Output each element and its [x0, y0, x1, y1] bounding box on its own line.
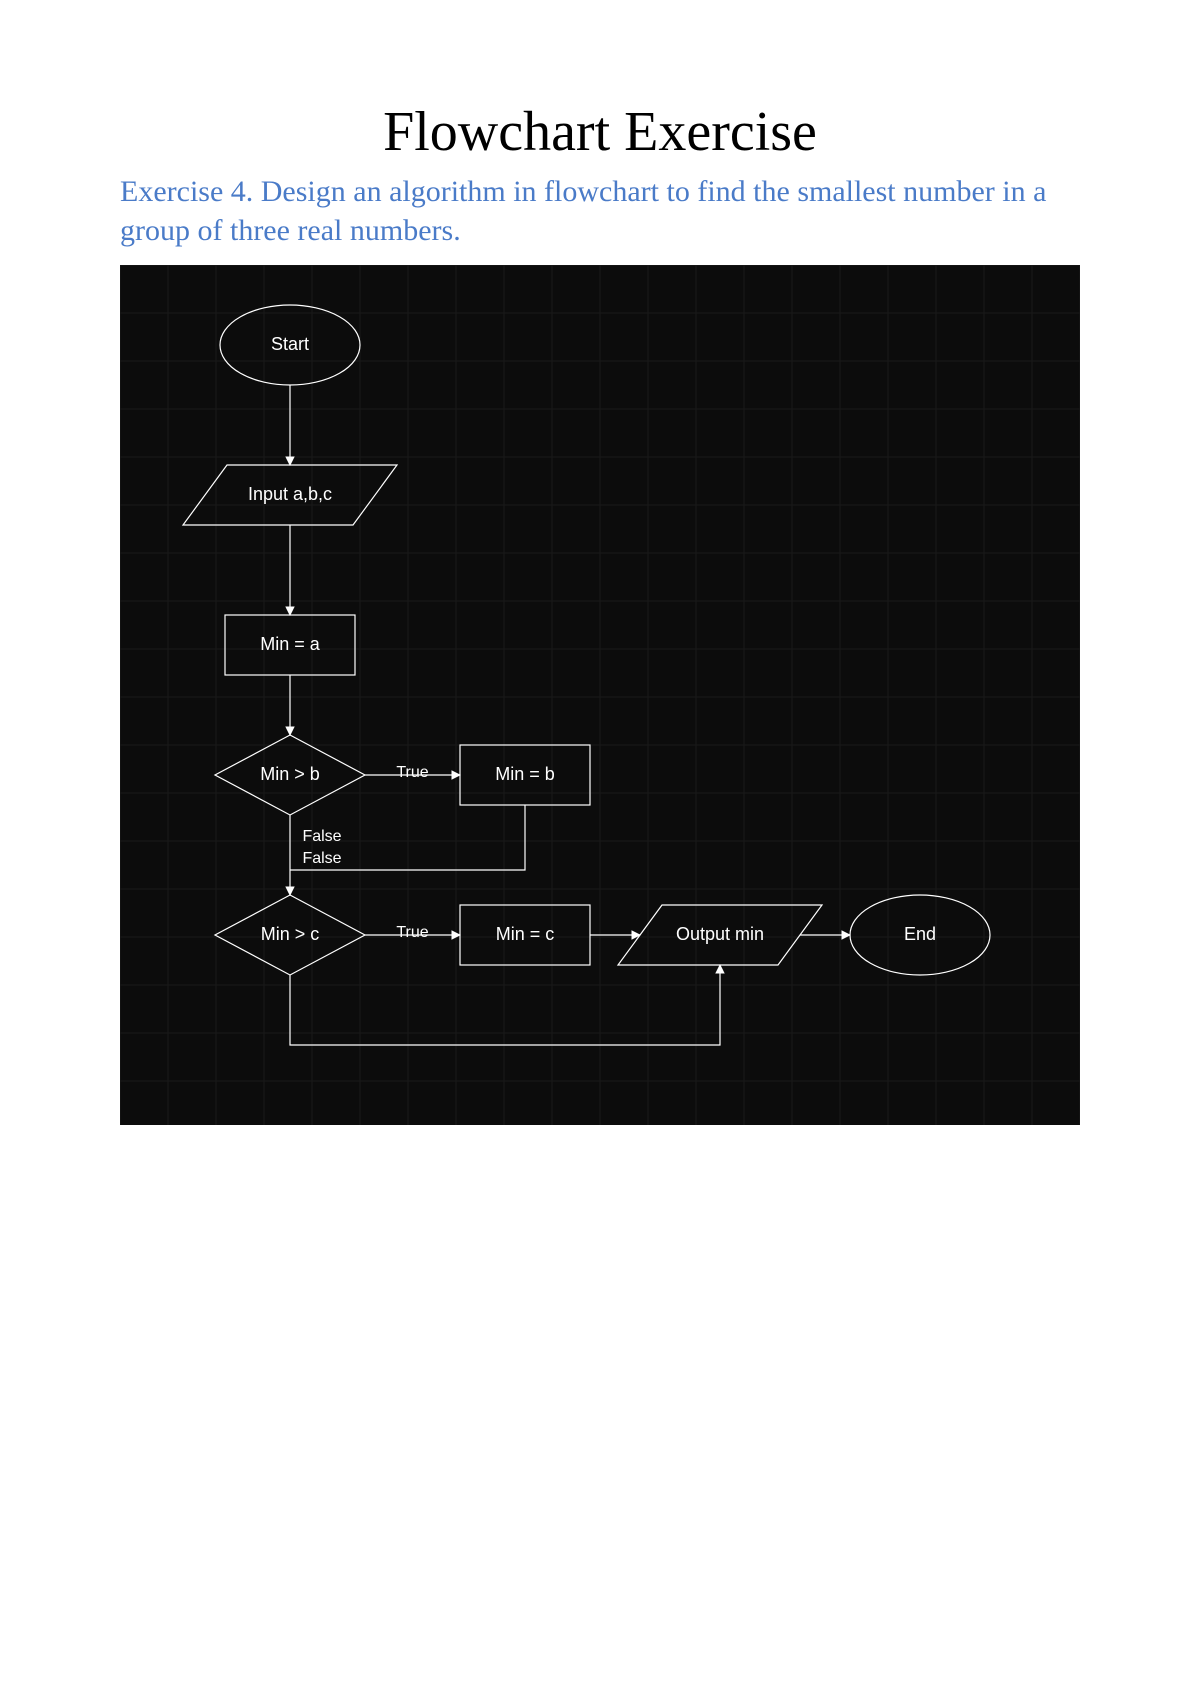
flowchart-panel: True False True Start Input a,b,c Min = a Min …	[120, 265, 1080, 1125]
svg-text:Min = c: Min = c	[496, 924, 555, 944]
svg-text:Min = a: Min = a	[260, 634, 321, 654]
svg-text:Input a,b,c: Input a,b,c	[248, 484, 332, 504]
svg-text:False: False	[302, 850, 341, 867]
svg-text:Min = b: Min = b	[495, 764, 555, 784]
svg-text:End: End	[904, 924, 936, 944]
svg-text:True: True	[396, 924, 428, 941]
svg-text:Output min: Output min	[676, 924, 764, 944]
flowchart-svg: True False True Start Input a,b,c Min = a Min …	[120, 265, 1080, 1125]
svg-text:True: True	[396, 764, 428, 781]
svg-text:Start: Start	[271, 334, 309, 354]
page: Flowchart Exercise Exercise 4. Design an…	[0, 0, 1200, 1698]
page-title: Flowchart Exercise	[0, 100, 1200, 164]
svg-text:Min > c: Min > c	[261, 924, 320, 944]
svg-text:Min > b: Min > b	[260, 764, 320, 784]
exercise-prompt: Exercise 4. Design an algorithm in flowc…	[120, 172, 1080, 250]
svg-text:False: False	[302, 828, 341, 845]
